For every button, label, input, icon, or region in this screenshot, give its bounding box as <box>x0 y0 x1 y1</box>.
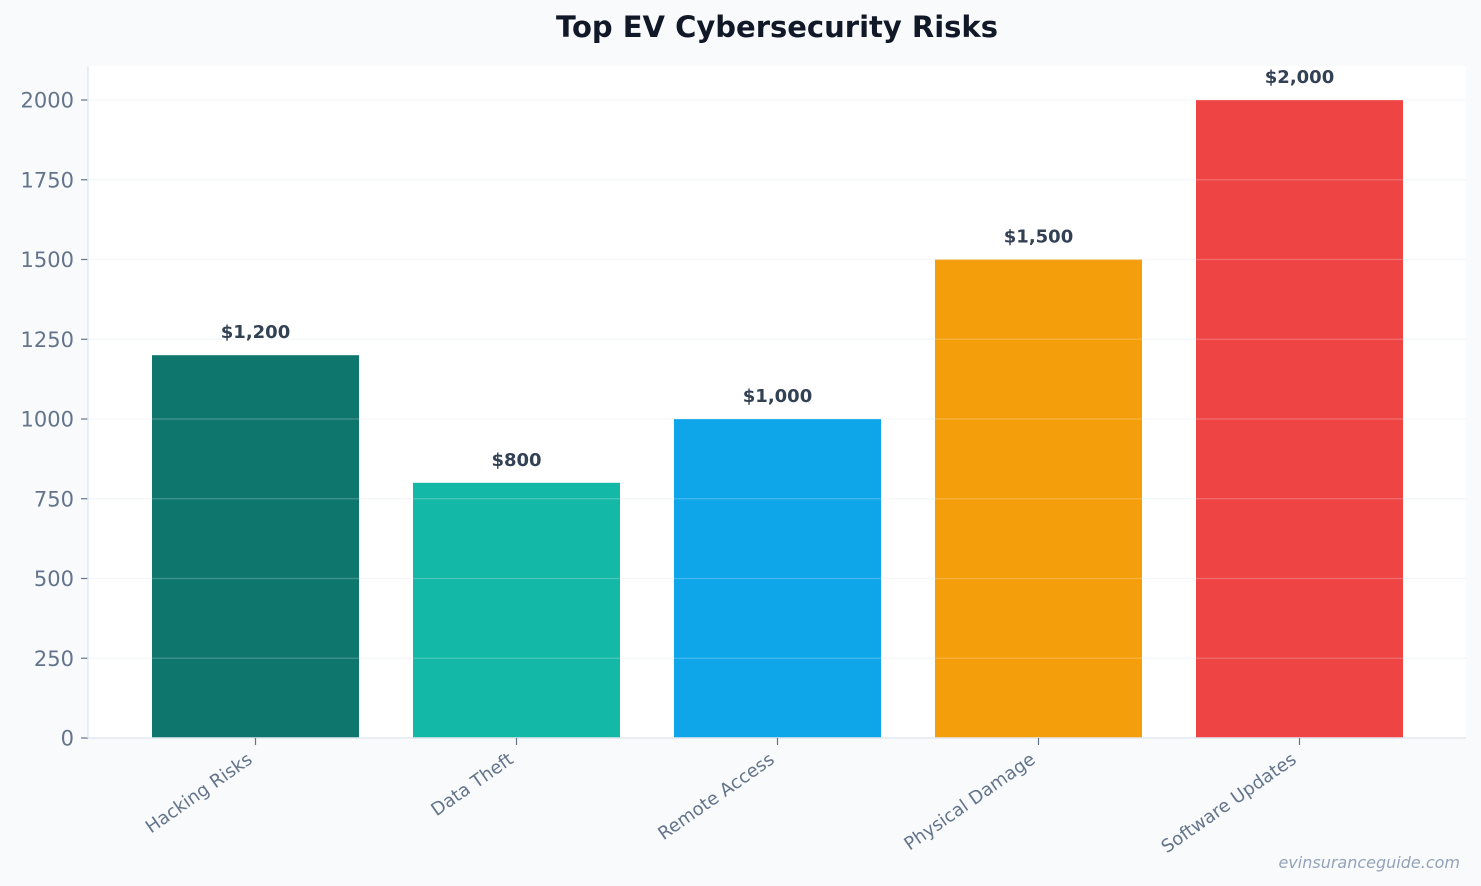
y-tick-label: 2000 <box>21 89 74 113</box>
x-tick-label: Hacking Risks <box>142 749 257 838</box>
x-tick-label: Remote Access <box>654 749 778 845</box>
y-tick-label: 1750 <box>21 168 74 192</box>
y-tick-label: 1500 <box>21 248 74 272</box>
data-label: $2,000 <box>1265 67 1334 88</box>
x-tick-label: Data Theft <box>427 749 517 821</box>
y-tick-label: 500 <box>34 567 74 591</box>
bar <box>152 355 359 738</box>
x-tick-label: Physical Damage <box>900 749 1039 855</box>
data-label: $1,500 <box>1004 227 1073 248</box>
chart-title: Top EV Cybersecurity Risks <box>556 10 998 44</box>
bars <box>88 99 1466 738</box>
bar <box>935 259 1142 738</box>
data-label: $1,200 <box>221 322 290 343</box>
bar <box>1196 100 1403 738</box>
data-label: $800 <box>491 450 541 471</box>
data-label: $1,000 <box>743 386 812 407</box>
y-tick-label: 1000 <box>21 408 74 432</box>
x-tick-label: Software Updates <box>1158 749 1301 858</box>
y-tick-label: 0 <box>61 727 74 751</box>
bar <box>674 419 881 738</box>
y-tick-label: 750 <box>34 487 74 511</box>
y-tick-label: 1250 <box>21 328 74 352</box>
watermark: evinsuranceguide.com <box>1278 853 1460 872</box>
bar <box>413 482 620 738</box>
data-labels: $1,200 $800 $1,000 $1,500 $2,000 <box>221 67 1334 471</box>
y-tick-label: 250 <box>34 647 74 671</box>
